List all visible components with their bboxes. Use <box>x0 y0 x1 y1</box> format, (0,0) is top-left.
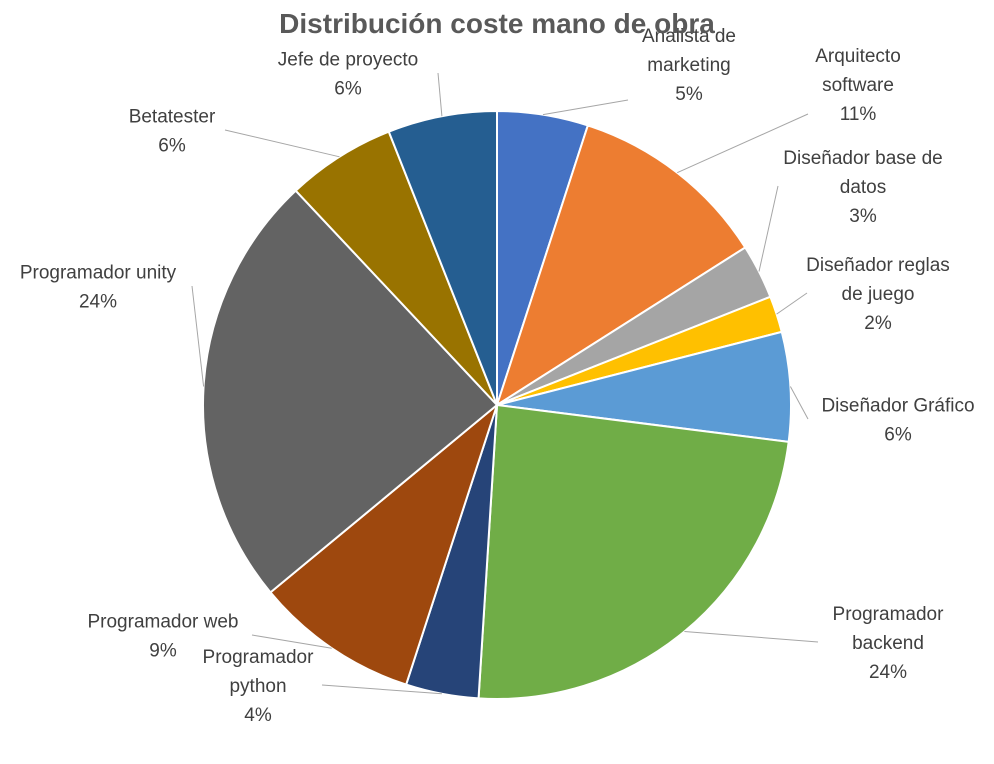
data-label-category: backend <box>852 633 924 654</box>
data-label-percent: 5% <box>675 84 703 105</box>
data-label-category: datos <box>840 177 886 198</box>
leader-line <box>191 285 205 387</box>
data-label-percent: 4% <box>244 705 272 726</box>
data-label-category: Betatester <box>129 107 216 128</box>
data-label: Diseñador base de datos 3% <box>783 148 943 227</box>
chart-title: Distribución coste mano de obra <box>279 8 715 39</box>
data-label-category: Diseñador reglas <box>806 255 950 276</box>
pie-slice <box>269 402 500 686</box>
data-label-percent: 11% <box>840 104 877 125</box>
data-label-category: python <box>229 676 286 697</box>
leader-line <box>676 113 809 174</box>
data-label-percent: 24% <box>869 662 907 683</box>
data-label-percent: 6% <box>158 136 186 157</box>
leader-line <box>776 292 808 315</box>
data-label: Diseñador Gráfico 6% <box>821 396 974 446</box>
data-label-category: marketing <box>647 55 730 76</box>
data-label-category: Programador unity <box>20 263 177 284</box>
data-label-category: Jefe de proyecto <box>278 50 418 71</box>
data-label: Programador unity 24% <box>20 263 177 313</box>
leader-line <box>251 634 332 649</box>
data-label-category: Programador <box>203 647 315 668</box>
leader-line <box>789 386 809 420</box>
data-label-category: Diseñador base de <box>783 148 943 169</box>
data-label: Programador backend 24% <box>833 604 945 683</box>
data-label-percent: 2% <box>864 313 892 334</box>
data-label: Analista de marketing 5% <box>642 26 736 105</box>
data-label: Programador web 9% <box>87 612 238 662</box>
pie-slice <box>495 124 747 408</box>
data-label: Programador python 4% <box>203 647 315 726</box>
leader-line <box>542 99 629 116</box>
data-label-category: Analista de <box>642 26 736 47</box>
data-label: Arquitecto software 11% <box>815 46 901 125</box>
data-label: Diseñador reglas de juego 2% <box>806 255 950 334</box>
leader-line <box>321 684 442 695</box>
pie-slice <box>477 403 790 700</box>
leader-line <box>758 185 779 272</box>
data-label-percent: 6% <box>884 425 912 446</box>
leader-line <box>437 72 443 117</box>
data-label-percent: 6% <box>334 79 362 100</box>
leader-line <box>684 631 819 643</box>
data-label-category: Diseñador Gráfico <box>821 396 974 417</box>
data-label: Jefe de proyecto 6% <box>278 50 418 100</box>
data-label-percent: 9% <box>149 641 177 662</box>
data-label-percent: 24% <box>79 292 117 313</box>
leader-line <box>224 129 340 158</box>
data-label-category: software <box>822 75 894 96</box>
data-label-category: Arquitecto <box>815 46 901 67</box>
data-label-category: Programador <box>833 604 945 625</box>
data-label-percent: 3% <box>849 206 877 227</box>
data-label-category: de juego <box>842 284 915 305</box>
data-label: Betatester 6% <box>129 107 216 157</box>
data-label-category: Programador web <box>87 612 238 633</box>
pie-slice <box>387 109 498 406</box>
pie-slice <box>202 189 499 594</box>
